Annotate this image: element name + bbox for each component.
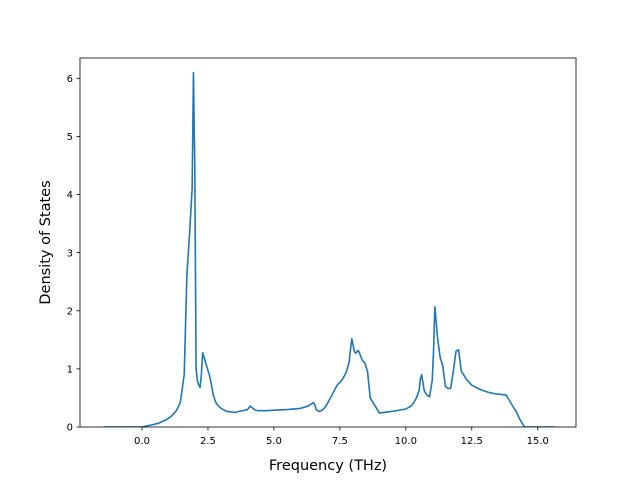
x-tick-label: 2.5: [200, 436, 216, 447]
dos-series-line-0: [103, 71, 555, 427]
x-tick-label: 0.0: [134, 436, 150, 447]
y-tick-label: 2: [67, 306, 73, 317]
x-tick-label: 12.5: [461, 436, 483, 447]
x-tick-label: 5.0: [266, 436, 282, 447]
x-tick-label: 10.0: [395, 436, 417, 447]
x-axis-label: Frequency (THz): [269, 458, 387, 474]
y-axis-label: Density of States: [38, 180, 54, 304]
y-tick-label: 0: [67, 423, 73, 434]
y-tick-label: 1: [67, 364, 73, 375]
y-tick-label: 6: [67, 74, 73, 85]
x-tick-label: 15.0: [527, 436, 549, 447]
y-tick-label: 3: [67, 248, 73, 259]
y-axis-ticks: 0 1 2 3 4 5 6: [67, 74, 80, 434]
y-tick-label: 4: [67, 190, 73, 201]
x-axis-ticks: 0.0 2.5 5.0 7.5 10.0 12.5 15.0: [134, 427, 549, 447]
axes-frame: [79, 57, 577, 428]
plot-area: [103, 71, 555, 427]
y-tick-label: 5: [67, 132, 73, 143]
x-tick-label: 7.5: [332, 436, 348, 447]
